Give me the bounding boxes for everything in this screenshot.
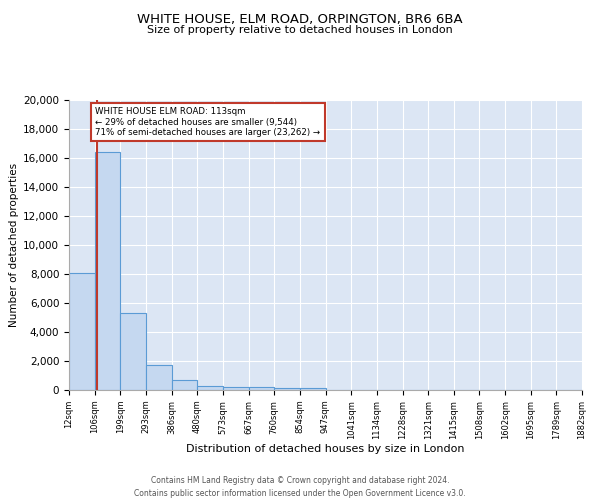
Bar <box>95 152 120 390</box>
Bar <box>300 388 325 390</box>
Text: WHITE HOUSE ELM ROAD: 113sqm
← 29% of detached houses are smaller (9,544)
71% of: WHITE HOUSE ELM ROAD: 113sqm ← 29% of de… <box>95 108 320 137</box>
Text: WHITE HOUSE, ELM ROAD, ORPINGTON, BR6 6BA: WHITE HOUSE, ELM ROAD, ORPINGTON, BR6 6B… <box>137 12 463 26</box>
Bar <box>223 386 248 390</box>
Bar <box>248 387 274 390</box>
Y-axis label: Number of detached properties: Number of detached properties <box>9 163 19 327</box>
Bar <box>197 386 223 390</box>
X-axis label: Distribution of detached houses by size in London: Distribution of detached houses by size … <box>186 444 465 454</box>
Text: Contains HM Land Registry data © Crown copyright and database right 2024.
Contai: Contains HM Land Registry data © Crown c… <box>134 476 466 498</box>
Bar <box>120 313 146 390</box>
Bar <box>69 272 95 390</box>
Bar <box>274 388 300 390</box>
Bar <box>172 380 197 390</box>
Bar <box>146 364 172 390</box>
Text: Size of property relative to detached houses in London: Size of property relative to detached ho… <box>147 25 453 35</box>
